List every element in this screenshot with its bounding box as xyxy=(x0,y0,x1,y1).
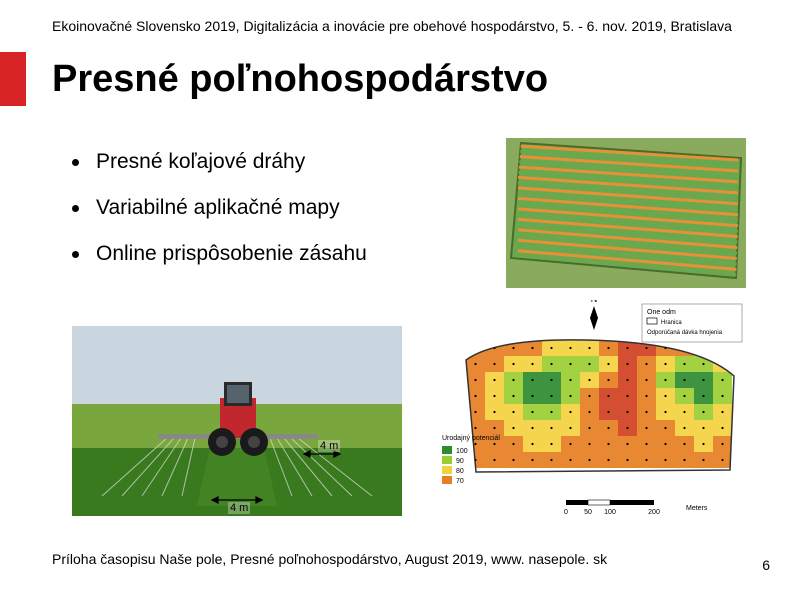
page-number: 6 xyxy=(762,557,770,573)
svg-text:N: N xyxy=(591,300,598,304)
dimension-label: 4 m xyxy=(318,440,340,452)
svg-text:50: 50 xyxy=(584,509,592,516)
svg-text:0: 0 xyxy=(564,509,568,516)
svg-text:200: 200 xyxy=(648,509,660,516)
yield-heatmap-image: N One odm Hranica Odporúčaná dávka hnoje… xyxy=(436,300,746,516)
svg-text:100: 100 xyxy=(456,448,468,455)
slide-title: Presné poľnohospodárstvo xyxy=(52,58,548,101)
slide-header: Ekoinovačné Slovensko 2019, Digitalizáci… xyxy=(52,18,732,34)
slide-footer: Príloha časopisu Naše pole, Presné poľno… xyxy=(52,551,607,567)
tractor-image: 4 m 4 m xyxy=(72,326,402,516)
svg-text:90: 90 xyxy=(456,458,464,465)
svg-text:100: 100 xyxy=(604,509,616,516)
bullet-item: Online prispôsobenie zásahu xyxy=(72,242,367,266)
svg-text:Meters: Meters xyxy=(686,505,708,512)
field-tracks-image xyxy=(506,138,746,288)
svg-text:One odm: One odm xyxy=(647,309,676,316)
bullet-item: Presné koľajové dráhy xyxy=(72,150,367,174)
dimension-label: 4 m xyxy=(228,502,250,514)
svg-text:Odporúčaná dávka hnojenia: Odporúčaná dávka hnojenia xyxy=(647,330,723,336)
bullet-item: Variabilné aplikačné mapy xyxy=(72,196,367,220)
bullet-list: Presné koľajové dráhy Variabilné aplikač… xyxy=(72,150,367,288)
svg-text:70: 70 xyxy=(456,478,464,485)
svg-text:Hranica: Hranica xyxy=(661,320,682,326)
svg-text:80: 80 xyxy=(456,468,464,475)
accent-bar xyxy=(0,52,26,106)
svg-text:Urodajný potenciál: Urodajný potenciál xyxy=(442,435,500,442)
